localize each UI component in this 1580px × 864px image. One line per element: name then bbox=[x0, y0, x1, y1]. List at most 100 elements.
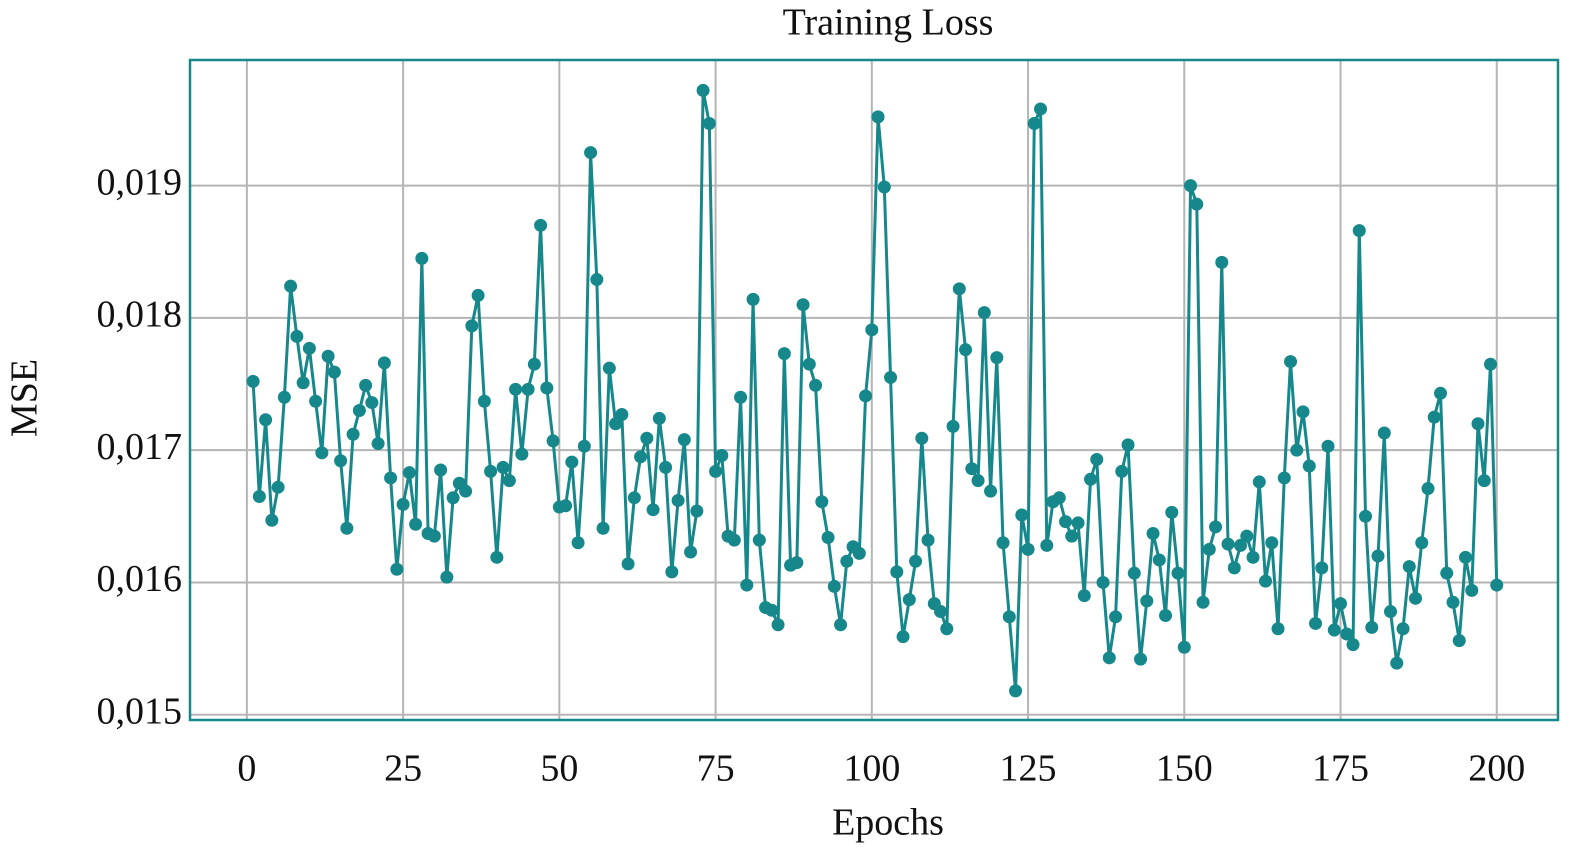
loss-point bbox=[915, 431, 929, 445]
loss-point bbox=[1440, 566, 1454, 580]
loss-point bbox=[1315, 561, 1329, 575]
loss-point bbox=[652, 411, 666, 425]
loss-point bbox=[965, 462, 979, 476]
loss-point bbox=[609, 417, 623, 431]
loss-point bbox=[290, 329, 304, 343]
loss-point bbox=[415, 251, 429, 265]
loss-point bbox=[1302, 459, 1316, 473]
loss-point bbox=[1077, 589, 1091, 603]
loss-point bbox=[371, 437, 385, 451]
loss-point bbox=[502, 474, 516, 488]
loss-point bbox=[1102, 651, 1116, 665]
loss-point bbox=[1121, 438, 1135, 452]
loss-point bbox=[1434, 386, 1448, 400]
loss-point bbox=[265, 513, 279, 527]
loss-point bbox=[765, 603, 779, 617]
loss-point bbox=[1271, 622, 1285, 636]
loss-point bbox=[1415, 536, 1429, 550]
loss-point bbox=[1346, 638, 1360, 652]
loss-point bbox=[1115, 464, 1129, 478]
y-tick-label: 0,018 bbox=[97, 294, 183, 336]
loss-point bbox=[340, 521, 354, 535]
loss-point bbox=[677, 433, 691, 447]
loss-point bbox=[252, 489, 266, 503]
loss-point bbox=[984, 484, 998, 498]
loss-point bbox=[1002, 610, 1016, 624]
loss-point bbox=[465, 319, 479, 333]
loss-point bbox=[1409, 591, 1423, 605]
loss-point bbox=[696, 83, 710, 97]
loss-point bbox=[334, 454, 348, 468]
loss-point bbox=[1477, 474, 1491, 488]
loss-point bbox=[690, 504, 704, 518]
loss-point bbox=[402, 466, 416, 480]
loss-point bbox=[527, 357, 541, 371]
loss-point bbox=[971, 474, 985, 488]
loss-point bbox=[1027, 116, 1041, 130]
loss-point bbox=[327, 365, 341, 379]
loss-point bbox=[1215, 255, 1229, 269]
loss-point bbox=[1421, 482, 1435, 496]
loss-point bbox=[1096, 575, 1110, 589]
loss-point bbox=[840, 554, 854, 568]
loss-point bbox=[702, 116, 716, 130]
x-tick-label: 100 bbox=[843, 748, 900, 790]
x-tick-label: 25 bbox=[384, 748, 422, 790]
y-tick-label: 0,015 bbox=[97, 690, 183, 732]
loss-line bbox=[251, 88, 1499, 693]
loss-point bbox=[1252, 475, 1266, 489]
y-tick-label: 0,017 bbox=[97, 426, 183, 468]
loss-point bbox=[1140, 594, 1154, 608]
loss-point bbox=[659, 460, 673, 474]
loss-point bbox=[990, 351, 1004, 365]
x-tick-label: 175 bbox=[1312, 748, 1369, 790]
loss-point bbox=[1159, 609, 1173, 623]
loss-point bbox=[1202, 542, 1216, 556]
loss-point bbox=[952, 282, 966, 296]
loss-point bbox=[634, 450, 648, 464]
loss-point bbox=[521, 382, 535, 396]
loss-point bbox=[1071, 516, 1085, 530]
loss-point bbox=[746, 292, 760, 306]
loss-point bbox=[1165, 505, 1179, 519]
loss-point bbox=[440, 570, 454, 584]
loss-point bbox=[684, 545, 698, 559]
loss-point bbox=[1396, 622, 1410, 636]
loss-point bbox=[1484, 357, 1498, 371]
loss-point bbox=[946, 419, 960, 433]
y-tick-label: 0,019 bbox=[97, 161, 183, 203]
loss-point bbox=[1390, 656, 1404, 670]
loss-point bbox=[890, 565, 904, 579]
loss-point bbox=[1234, 538, 1248, 552]
loss-point bbox=[709, 464, 723, 478]
loss-point bbox=[834, 618, 848, 632]
loss-point bbox=[540, 381, 554, 395]
loss-point bbox=[871, 110, 885, 124]
loss-point bbox=[396, 497, 410, 511]
loss-point bbox=[315, 446, 329, 460]
loss-point bbox=[1034, 102, 1048, 116]
loss-point bbox=[859, 389, 873, 403]
loss-point bbox=[1321, 439, 1335, 453]
loss-point bbox=[577, 439, 591, 453]
loss-point bbox=[321, 349, 335, 363]
loss-point bbox=[1427, 410, 1441, 424]
loss-point bbox=[1015, 508, 1029, 522]
loss-point bbox=[471, 288, 485, 302]
loss-point bbox=[909, 554, 923, 568]
loss-point bbox=[740, 578, 754, 592]
loss-point bbox=[1296, 405, 1310, 419]
loss-point bbox=[1327, 623, 1341, 637]
loss-point bbox=[1446, 595, 1460, 609]
loss-point bbox=[1490, 578, 1504, 592]
loss-point bbox=[627, 491, 641, 505]
loss-point bbox=[546, 434, 560, 448]
loss-point bbox=[246, 374, 260, 388]
loss-point bbox=[1384, 605, 1398, 619]
loss-point bbox=[852, 546, 866, 560]
plot-frame bbox=[188, 58, 1560, 722]
loss-point bbox=[865, 323, 879, 337]
loss-point bbox=[1340, 627, 1354, 641]
loss-point bbox=[515, 447, 529, 461]
loss-point bbox=[302, 341, 316, 355]
